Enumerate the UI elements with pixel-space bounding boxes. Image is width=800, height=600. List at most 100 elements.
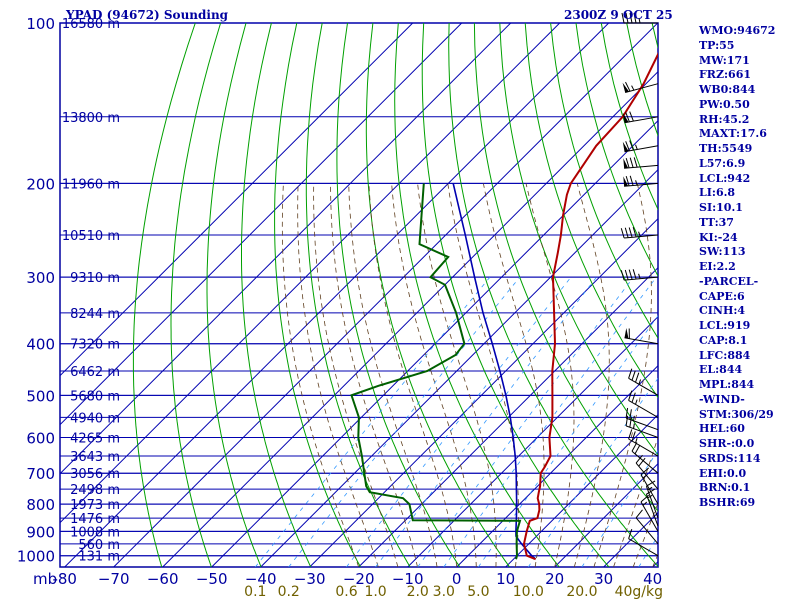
height-label: 3643 m xyxy=(70,450,120,465)
mixing-ratio-label: 20.0 xyxy=(566,584,597,600)
isotherm-line xyxy=(162,71,658,567)
sounding-index-item: WB0:844 xyxy=(699,83,756,96)
isotherm-line xyxy=(60,23,561,524)
wind-barb-feather xyxy=(624,269,629,280)
pressure-tick-label: 400 xyxy=(26,336,55,354)
wind-barb-half-feather xyxy=(642,501,648,506)
dry-adiabat-line xyxy=(170,23,222,567)
pressure-tick-label: 200 xyxy=(26,175,55,193)
height-label: 2498 m xyxy=(70,483,120,498)
height-label: 5680 m xyxy=(70,389,120,404)
moist-adiabat-line xyxy=(573,183,610,567)
wind-barb-feather xyxy=(624,227,629,238)
wind-barb xyxy=(625,415,659,439)
pressure-tick-label: 500 xyxy=(26,387,55,405)
height-label: 9310 m xyxy=(70,271,120,286)
wind-barb-feather xyxy=(640,494,650,503)
wind-barb-staff xyxy=(624,145,659,153)
wind-barb-staff xyxy=(635,517,659,545)
wind-barb-feather xyxy=(629,175,634,186)
wind-barb-feather xyxy=(629,157,634,168)
sounding-index-item: -PARCEL- xyxy=(699,274,759,288)
wind-barb-staff xyxy=(635,462,659,490)
wind-barb-feather xyxy=(631,442,638,452)
wind-barb-staff xyxy=(628,538,659,557)
wind-barb-staff xyxy=(645,494,659,527)
height-label: 1973 m xyxy=(70,498,120,513)
sounding-index-item: CAP:8.1 xyxy=(699,333,748,347)
temperature-tick-label: 10 xyxy=(496,570,515,588)
sounding-index-item: HEL:60 xyxy=(699,422,745,436)
sounding-index-item: STM:306/29 xyxy=(699,407,774,421)
sounding-index-item: MAXT:17.6 xyxy=(699,127,767,141)
moist-adiabat-line xyxy=(330,183,418,567)
height-label: 11960 m xyxy=(62,177,120,192)
wind-barb-pennant xyxy=(623,176,629,187)
moist-adiabat-line xyxy=(297,183,379,567)
pressure-tick-label: 300 xyxy=(26,269,55,287)
moist-adiabat-line xyxy=(417,183,497,567)
wind-barb-feather xyxy=(633,157,638,168)
wind-barb-feather xyxy=(620,228,625,239)
wind-barb-staff xyxy=(624,182,659,187)
wind-barb xyxy=(628,429,659,457)
temperature-tick-label: −60 xyxy=(147,570,179,588)
wind-barb-feather xyxy=(625,12,629,24)
wind-barb-half-feather xyxy=(633,423,635,429)
moist-adiabat-line xyxy=(483,183,545,567)
wind-barb-feather xyxy=(628,368,633,379)
isotherm-line xyxy=(60,23,463,426)
temperature-tick-label: 40 xyxy=(643,570,662,588)
wind-barb-pennant xyxy=(623,158,629,169)
moist-adiabat-line xyxy=(613,435,658,567)
sounding-index-item: LCL:942 xyxy=(699,171,751,185)
height-label: 6462 m xyxy=(70,365,120,380)
wind-barb-feather xyxy=(635,509,643,519)
wind-barb-staff xyxy=(624,276,659,281)
profiles-layer xyxy=(350,52,658,561)
isotherms xyxy=(60,23,658,567)
grid-layer xyxy=(59,22,659,568)
isotherm-line xyxy=(260,169,658,567)
wind-barb-staff xyxy=(624,116,659,124)
height-label: 10510 m xyxy=(62,229,120,244)
wind-barb-staff xyxy=(640,501,659,532)
dewpoint-profile-line xyxy=(350,183,522,560)
sounding-index-item: L57:6.9 xyxy=(699,156,746,170)
height-label: 560 m xyxy=(78,538,120,553)
isotherm-line xyxy=(113,23,658,567)
sounding-index-item: EI:2.2 xyxy=(699,260,736,273)
wind-barb-staff xyxy=(628,438,659,457)
height-label: 8244 m xyxy=(70,307,120,322)
dry-adiabat-line xyxy=(206,23,262,567)
sounding-index-item: LCL:919 xyxy=(699,319,751,332)
wind-barb-feather xyxy=(625,141,630,151)
pressure-axis-label: mb xyxy=(33,570,57,588)
wind-barb-feather xyxy=(629,111,634,122)
wind-barb xyxy=(640,494,659,532)
plot-frame xyxy=(59,22,659,568)
wind-barb-feather xyxy=(625,407,629,419)
wind-barb-staff xyxy=(628,377,659,396)
height-label: 16580 m xyxy=(62,17,120,32)
wind-barb-feather xyxy=(629,417,632,428)
wind-barb xyxy=(628,368,659,396)
temperature-tick-label: −40 xyxy=(245,570,277,588)
wind-barb-half-feather xyxy=(638,273,641,279)
wind-barb-feather xyxy=(628,390,633,401)
wind-barb-staff xyxy=(631,450,659,474)
wind-barb-pennant xyxy=(622,112,629,123)
wind-barb-feather xyxy=(625,175,630,187)
isotherm-line xyxy=(358,267,658,567)
isotherm-line xyxy=(309,218,658,567)
sounding-index-item: RH:45.2 xyxy=(699,112,750,126)
pressure-tick-label: 700 xyxy=(26,465,55,483)
mixing-ratio-line xyxy=(417,276,634,567)
temperature-profile-line xyxy=(522,52,658,561)
dry-adiabat-line xyxy=(448,23,658,567)
wind-barb xyxy=(645,480,659,519)
wind-barb-feather xyxy=(628,528,633,539)
dry-adiabat-line xyxy=(575,23,658,277)
wind-barb-half-feather xyxy=(633,415,635,421)
